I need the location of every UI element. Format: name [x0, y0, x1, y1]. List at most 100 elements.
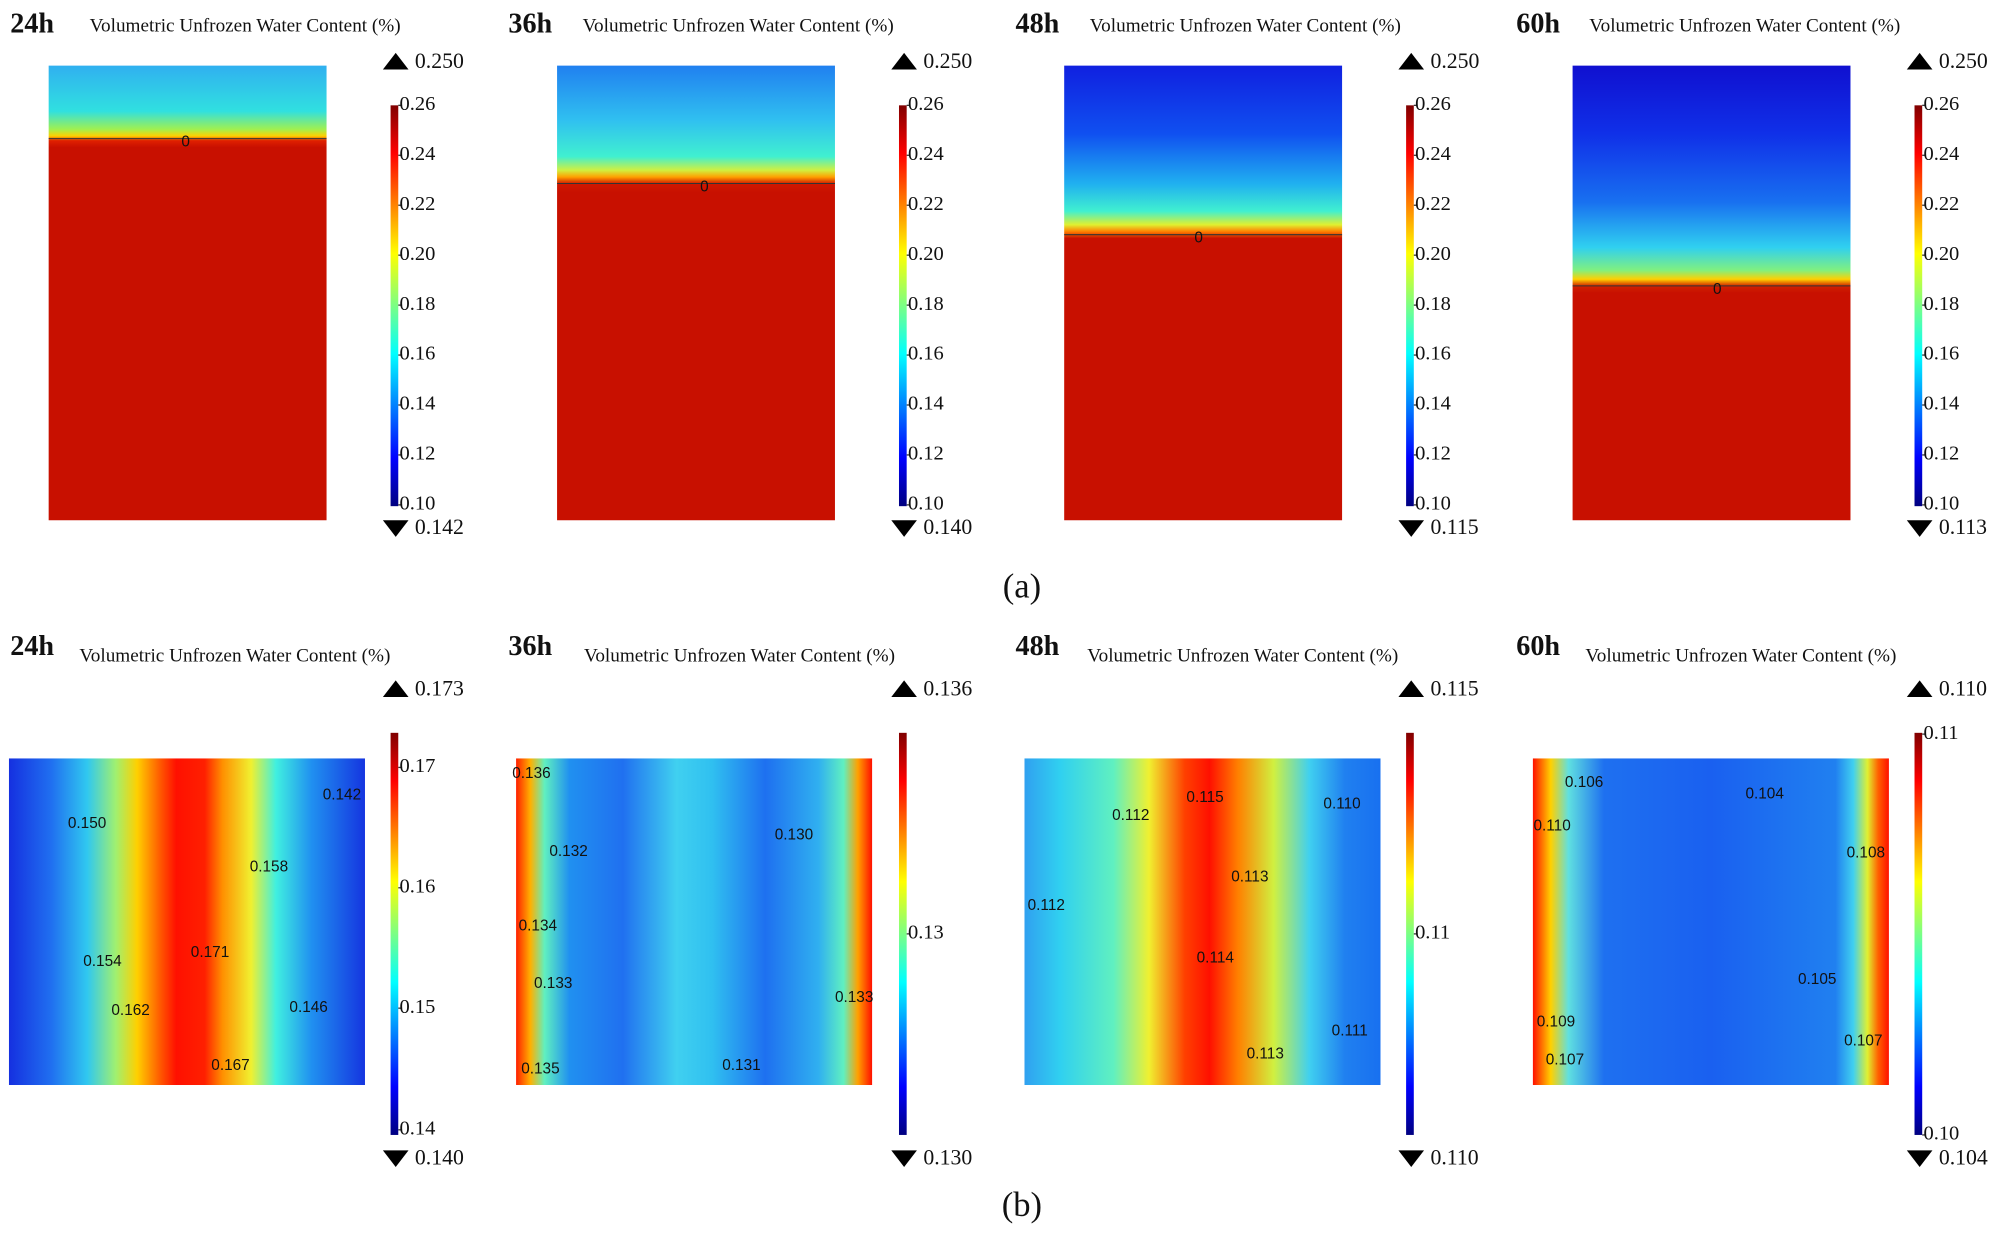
- colorbar-tick-label: 0.18: [400, 293, 436, 315]
- colorbar-tick-label: 0.14: [1415, 393, 1451, 415]
- colorbar-tick-label: 0.10: [1923, 1123, 1959, 1145]
- colorbar-tick-label: 0.10: [908, 493, 944, 515]
- min-value: 0.113: [1939, 515, 1987, 539]
- min-marker: [1906, 520, 1933, 537]
- contour-label: 0.110: [1323, 796, 1360, 813]
- contour-label: 0.113: [1231, 869, 1268, 886]
- max-marker: [891, 52, 917, 70]
- contour-label: 0.146: [289, 999, 327, 1016]
- panel: 36h Volumetric Unfrozen Water Content (%)…: [508, 8, 972, 539]
- contour-label: 0.107: [1844, 1033, 1882, 1050]
- colorbar-tick-label: 0.18: [1923, 293, 1959, 315]
- caption: (b): [1002, 1186, 1042, 1224]
- colorbar-tick-label: 0.13: [908, 922, 944, 944]
- colorbar-tick-label: 0.10: [1923, 493, 1959, 515]
- panel-title: Volumetric Unfrozen Water Content (%): [583, 16, 894, 37]
- panel-title: Volumetric Unfrozen Water Content (%): [1589, 16, 1900, 37]
- min-value: 0.115: [1430, 515, 1478, 539]
- caption: (a): [1003, 567, 1041, 605]
- contour-label: 0.104: [1745, 785, 1784, 802]
- contour-label: 0.167: [211, 1057, 249, 1074]
- panel-time: 48h: [1016, 631, 1060, 662]
- colorbar-tick-label: 0.24: [1923, 143, 1959, 165]
- colorbar-tick-label: 0.17: [400, 755, 436, 777]
- colorbar-tick-label: 0.16: [400, 343, 436, 365]
- panel-title: Volumetric Unfrozen Water Content (%): [90, 16, 401, 37]
- colorbar-tick-label: 0.11: [1923, 722, 1958, 744]
- max-marker: [382, 52, 409, 70]
- contour-label: 0.133: [534, 975, 572, 992]
- field: [1064, 65, 1343, 521]
- field: [1532, 758, 1889, 1086]
- colorbar-tick-label: 0.14: [908, 393, 944, 415]
- panel: 48h Volumetric Unfrozen Water Content (%)…: [1016, 631, 1479, 1169]
- contour-label: 0.154: [83, 953, 122, 970]
- colorbar-tick-label: 0.20: [1923, 243, 1959, 265]
- max-value: 0.136: [923, 677, 972, 701]
- panel-time: 60h: [1516, 8, 1560, 39]
- max-marker: [1398, 680, 1425, 697]
- colorbar-tick-label: 0.18: [1415, 293, 1451, 315]
- colorbar-tick-label: 0.20: [400, 243, 436, 265]
- panel-title: Volumetric Unfrozen Water Content (%): [79, 646, 390, 667]
- panel-time: 24h: [10, 8, 54, 39]
- colorbar-tick-label: 0.16: [400, 875, 436, 897]
- min-marker: [382, 520, 409, 537]
- contour-label: 0.133: [835, 989, 873, 1006]
- colorbar-tick-label: 0.22: [1923, 193, 1959, 215]
- colorbar-tick-label: 0.14: [1923, 393, 1959, 415]
- panel: 60h Volumetric Unfrozen Water Content (%)…: [1516, 631, 1988, 1169]
- colorbar-tick-label: 0.16: [908, 343, 944, 365]
- min-marker: [1906, 1150, 1933, 1167]
- colorbar-tick-label: 0.14: [400, 1118, 436, 1140]
- colorbar: [390, 732, 399, 1135]
- panel-title: Volumetric Unfrozen Water Content (%): [1090, 16, 1401, 37]
- colorbar-tick-label: 0.26: [400, 93, 436, 115]
- contour-label: 0.111: [1332, 1022, 1368, 1039]
- colorbar: [1914, 732, 1923, 1135]
- panel-time: 48h: [1016, 8, 1060, 39]
- field: [1572, 65, 1851, 521]
- min-marker: [1398, 1150, 1425, 1167]
- panel-time: 24h: [10, 631, 54, 662]
- max-value: 0.250: [1939, 49, 1988, 73]
- panel-time: 60h: [1516, 631, 1560, 662]
- min-marker: [1398, 520, 1425, 537]
- contour-label: 0.162: [111, 1002, 149, 1019]
- colorbar-tick-label: 0.20: [908, 243, 944, 265]
- colorbar: [1914, 105, 1923, 507]
- contour-label: 0.109: [1537, 1013, 1575, 1030]
- field: [48, 65, 327, 521]
- colorbar-tick-label: 0.20: [1415, 243, 1451, 265]
- colorbar-tick-label: 0.22: [400, 193, 436, 215]
- min-value: 0.110: [1430, 1145, 1478, 1169]
- panel-title: Volumetric Unfrozen Water Content (%): [584, 646, 895, 667]
- field: [8, 758, 365, 1086]
- colorbar-tick-label: 0.12: [400, 443, 436, 465]
- contour-label: 0: [1713, 281, 1722, 298]
- contour-label: 0.105: [1798, 971, 1836, 988]
- colorbar-tick-label: 0.26: [1923, 93, 1959, 115]
- colorbar: [1406, 732, 1414, 1135]
- colorbar-tick-label: 0.22: [1415, 193, 1451, 215]
- min-marker: [891, 1150, 917, 1167]
- max-value: 0.173: [415, 677, 464, 701]
- contour-label: 0.130: [775, 826, 813, 843]
- colorbar-tick-label: 0.15: [400, 996, 436, 1018]
- panel-time: 36h: [508, 8, 552, 39]
- panel: 24h Volumetric Unfrozen Water Content (%)…: [8, 631, 464, 1169]
- contour-label: 0.135: [521, 1061, 559, 1078]
- contour-label: 0.132: [549, 843, 587, 860]
- min-marker: [382, 1150, 409, 1167]
- max-value: 0.250: [1430, 49, 1479, 73]
- min-value: 0.140: [415, 1145, 464, 1169]
- contour-label: 0.134: [519, 917, 558, 934]
- contour-label: 0.115: [1186, 789, 1223, 806]
- min-value: 0.140: [923, 515, 972, 539]
- contour-label: 0.113: [1247, 1045, 1284, 1062]
- panel: 48h Volumetric Unfrozen Water Content (%)…: [1016, 8, 1480, 539]
- contour-label: 0.150: [68, 815, 106, 832]
- max-marker: [1906, 680, 1933, 697]
- colorbar-tick-label: 0.12: [1923, 443, 1959, 465]
